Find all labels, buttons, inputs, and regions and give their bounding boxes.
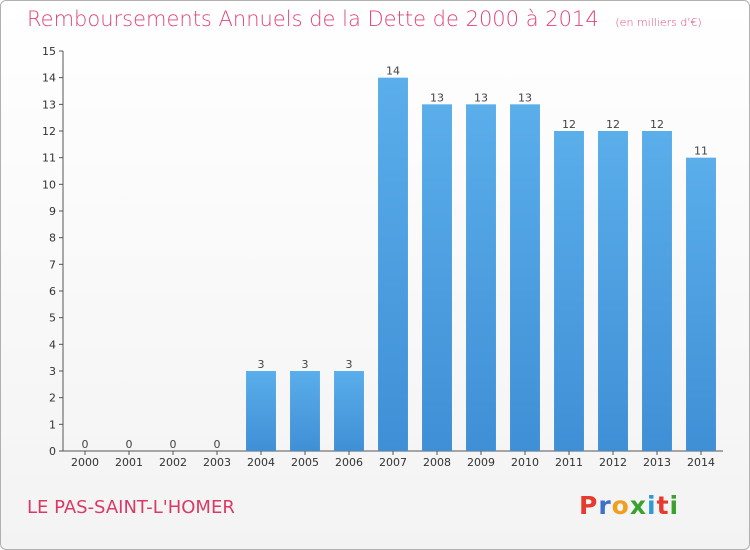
- logo-letter: x: [629, 491, 647, 520]
- data-label: 0: [170, 438, 177, 451]
- bar: [686, 157, 716, 451]
- chart-title: Remboursements Annuels de la Dette de 20…: [27, 7, 702, 31]
- proxiti-logo: Proxiti: [579, 491, 679, 520]
- bar: [290, 371, 320, 451]
- y-tick-label: 13: [42, 98, 56, 111]
- data-label: 0: [82, 438, 89, 451]
- y-tick-label: 9: [49, 205, 56, 218]
- logo-letter: o: [611, 491, 630, 520]
- data-label: 13: [430, 91, 444, 104]
- data-label: 11: [694, 145, 708, 158]
- logo-letter: i: [647, 491, 657, 520]
- data-label: 3: [302, 358, 309, 371]
- x-tick-label: 2013: [643, 456, 671, 469]
- x-tick-label: 2003: [203, 456, 231, 469]
- bar: [466, 104, 496, 451]
- bar: [598, 131, 628, 451]
- x-tick-label: 2009: [467, 456, 495, 469]
- logo-letter: P: [579, 491, 599, 520]
- x-tick-label: 2011: [555, 456, 583, 469]
- data-label: 12: [562, 118, 576, 131]
- logo-letter: i: [669, 491, 680, 520]
- bar: [642, 131, 672, 451]
- y-tick-label: 10: [42, 178, 56, 191]
- bar: [246, 371, 276, 451]
- y-tick-label: 14: [42, 72, 56, 85]
- y-tick-label: 4: [49, 338, 56, 351]
- data-label: 13: [518, 91, 532, 104]
- bar: [334, 371, 364, 451]
- data-label: 3: [258, 358, 265, 371]
- place-name: LE PAS-SAINT-L'HOMER: [27, 497, 235, 518]
- y-tick-label: 5: [49, 312, 56, 325]
- data-label: 12: [606, 118, 620, 131]
- y-tick-label: 7: [49, 258, 56, 271]
- data-label: 13: [474, 91, 488, 104]
- y-tick-label: 6: [49, 285, 56, 298]
- data-label: 0: [214, 438, 221, 451]
- y-tick-label: 0: [49, 445, 56, 458]
- x-tick-label: 2008: [423, 456, 451, 469]
- x-tick-label: 2012: [599, 456, 627, 469]
- logo-letter: r: [598, 491, 612, 520]
- x-tick-label: 2014: [687, 456, 715, 469]
- bar: [422, 104, 452, 451]
- x-tick-label: 2005: [291, 456, 319, 469]
- data-label: 0: [126, 438, 133, 451]
- bar: [554, 131, 584, 451]
- bar: [378, 77, 408, 452]
- y-tick-label: 11: [42, 152, 56, 165]
- bar: [510, 104, 540, 451]
- logo-letter: t: [656, 491, 670, 520]
- chart-subtitle: (en milliers d'€): [615, 16, 702, 29]
- y-tick-label: 15: [42, 45, 56, 58]
- x-tick-label: 2000: [71, 456, 99, 469]
- y-tick-label: 12: [42, 125, 56, 138]
- x-tick-label: 2004: [247, 456, 275, 469]
- y-tick-label: 8: [49, 232, 56, 245]
- y-tick-label: 1: [49, 418, 56, 431]
- chart-title-text: Remboursements Annuels de la Dette de 20…: [27, 7, 599, 31]
- data-label: 3: [346, 358, 353, 371]
- x-tick-label: 2002: [159, 456, 187, 469]
- data-label: 12: [650, 118, 664, 131]
- x-tick-label: 2006: [335, 456, 363, 469]
- x-tick-label: 2007: [379, 456, 407, 469]
- x-tick-label: 2010: [511, 456, 539, 469]
- y-tick-label: 2: [49, 392, 56, 405]
- y-tick-label: 3: [49, 365, 56, 378]
- x-tick-label: 2001: [115, 456, 143, 469]
- data-label: 14: [386, 65, 400, 78]
